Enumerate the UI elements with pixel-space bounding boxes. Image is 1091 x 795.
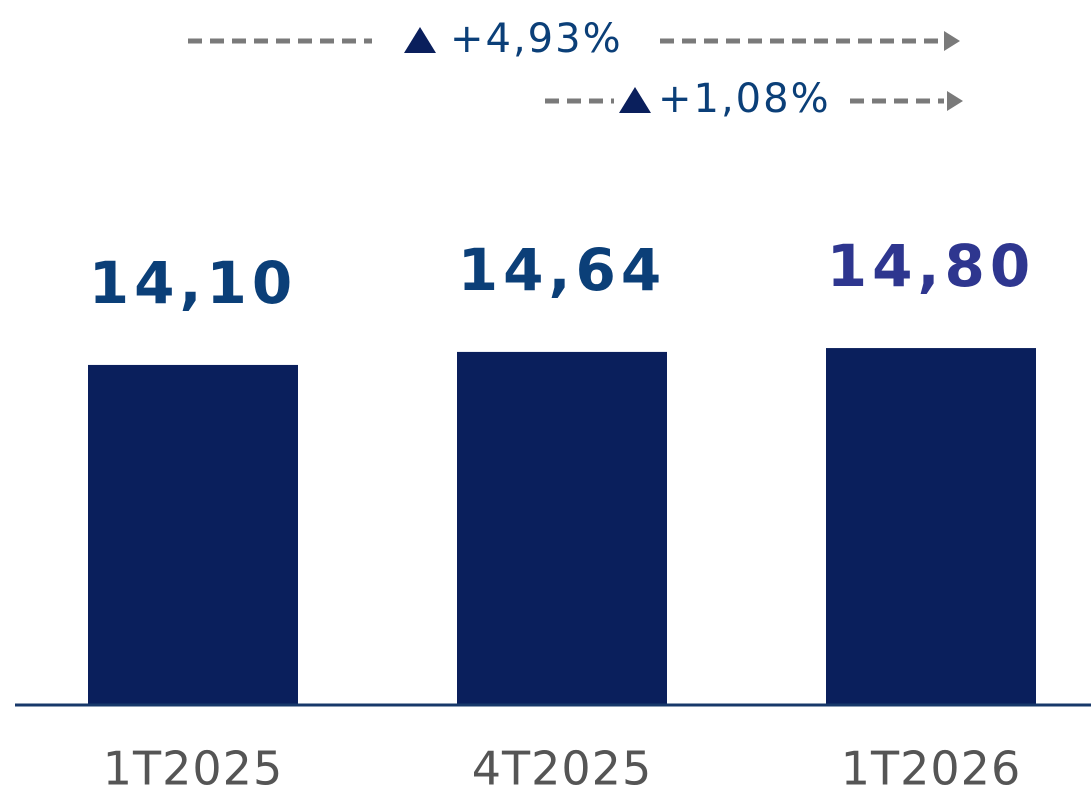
value-label: 14,64 bbox=[458, 236, 666, 304]
up-triangle bbox=[619, 87, 651, 113]
bar bbox=[826, 348, 1036, 705]
annotation: +1,08% bbox=[658, 76, 831, 122]
bar bbox=[457, 351, 667, 705]
arrow-head bbox=[947, 91, 963, 111]
x-tick-label: 4T2025 bbox=[472, 742, 652, 795]
x-tick-label: 1T2025 bbox=[103, 742, 283, 795]
arrow-head bbox=[944, 31, 960, 51]
annotation: +4,93% bbox=[450, 16, 623, 62]
x-tick-label: 1T2026 bbox=[841, 742, 1021, 795]
up-triangle bbox=[404, 27, 436, 53]
bar bbox=[88, 364, 298, 705]
value-label: 14,10 bbox=[89, 249, 297, 317]
value-label: 14,80 bbox=[827, 232, 1035, 300]
